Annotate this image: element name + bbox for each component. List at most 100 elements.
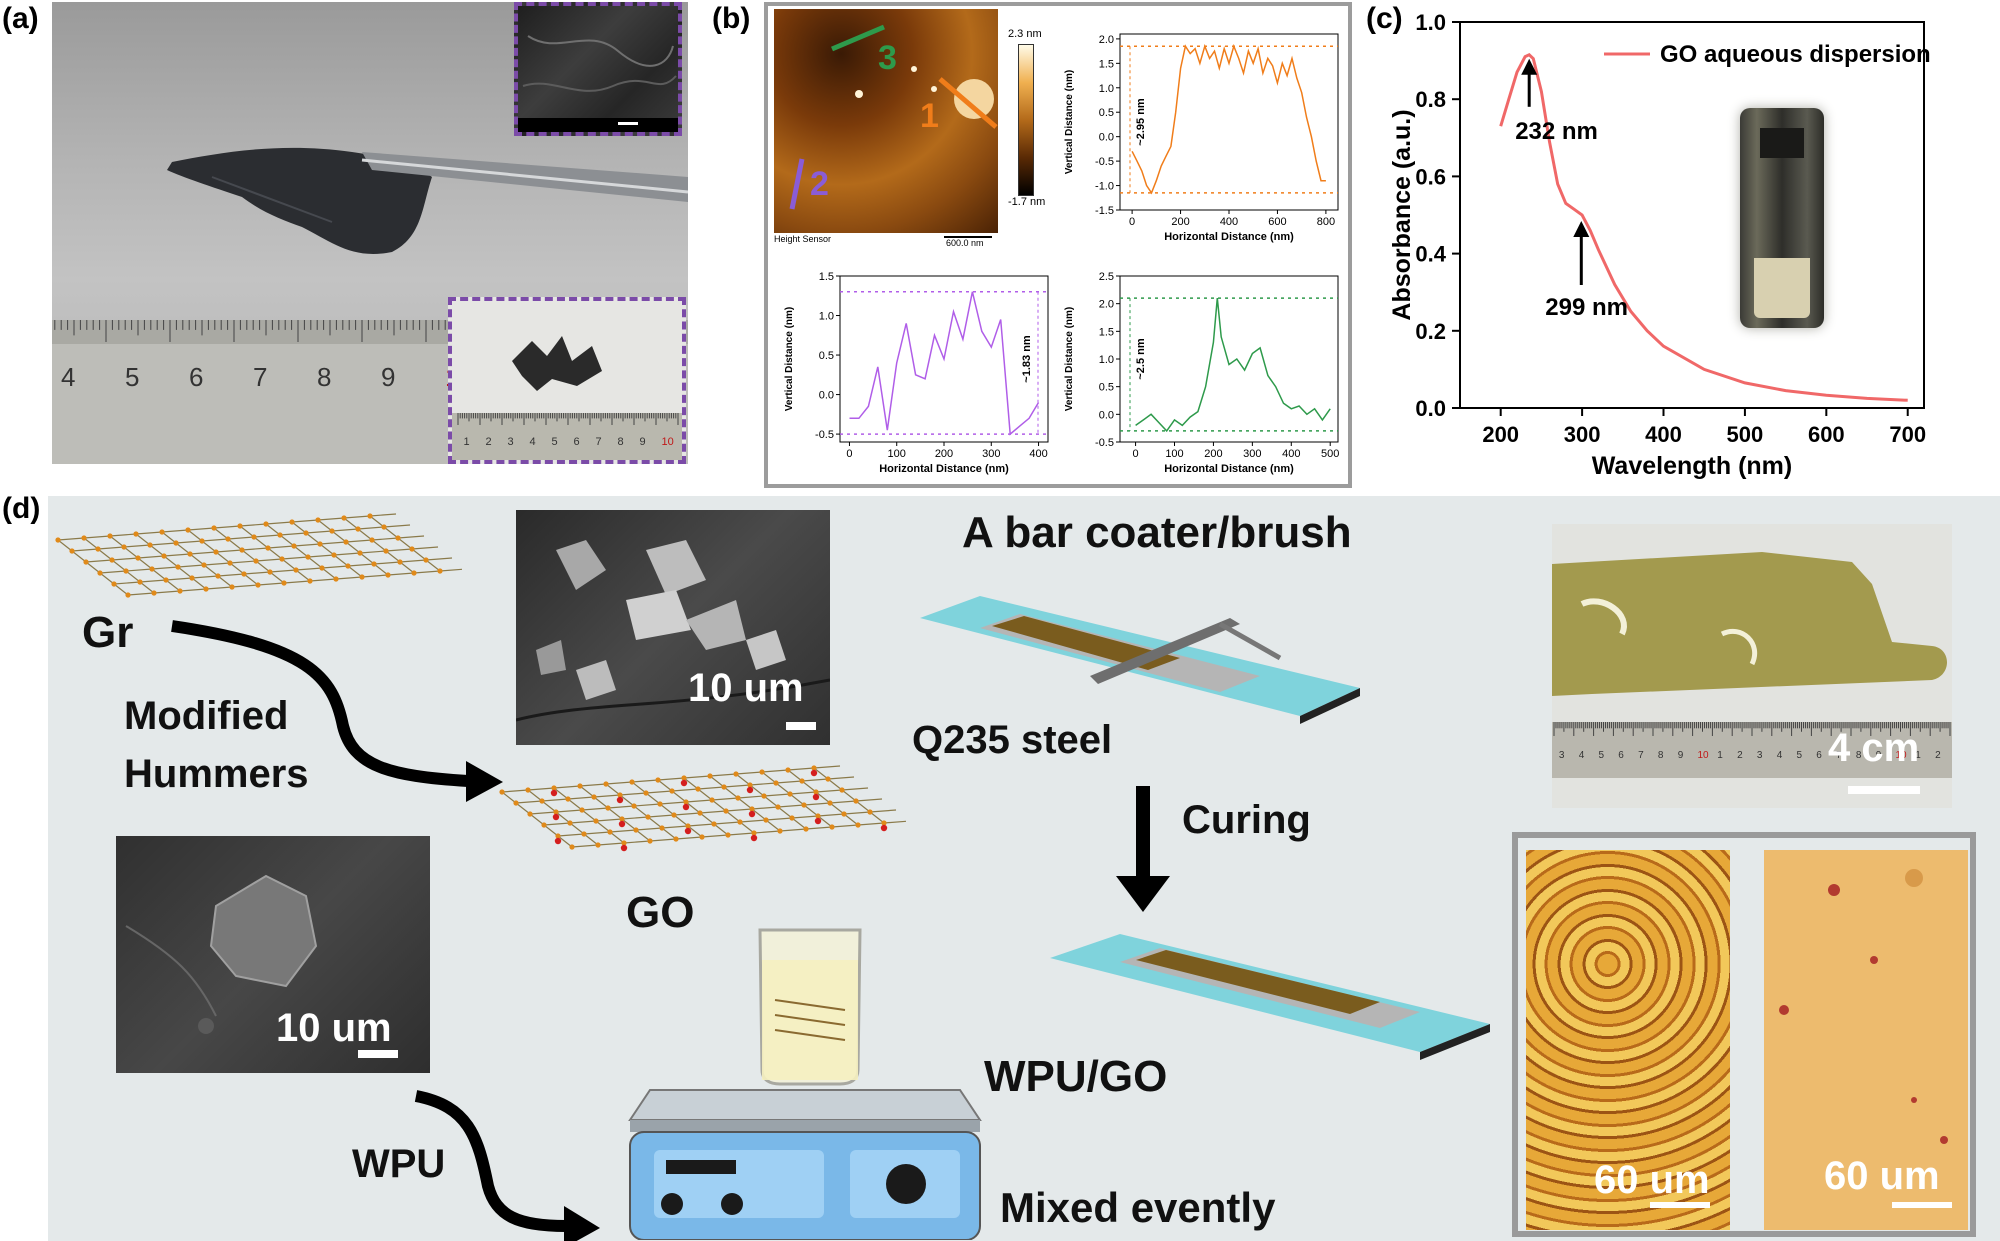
ruler-number: 10 [1697, 750, 1709, 761]
lattice-bond [283, 580, 311, 584]
lattice-bond [189, 551, 217, 555]
lattice-bond [385, 550, 401, 563]
carbon-atom [367, 513, 373, 519]
profile-xtick-label: 300 [1243, 448, 1261, 460]
lattice-bond [855, 800, 871, 813]
bar-coater-illustration [920, 596, 1360, 724]
carbon-atom [671, 812, 677, 818]
ruler-number: 5 [1598, 750, 1605, 761]
profile-ytick-label: 0.0 [1099, 132, 1114, 144]
carbon-atom [631, 803, 637, 809]
profile-xtick-label: 100 [888, 448, 906, 460]
carbon-atom [303, 530, 309, 536]
carbon-atom [175, 564, 181, 570]
lattice-bond [569, 822, 585, 835]
lattice-bond [619, 792, 647, 796]
ruler-number: 7 [1836, 750, 1842, 761]
lattice-bond [373, 561, 401, 565]
carbon-atom [293, 567, 299, 573]
carbon-atom [709, 797, 715, 803]
lattice-bond [527, 787, 555, 791]
carbon-atom [513, 800, 519, 806]
profile-xtick-label: 0 [1133, 448, 1139, 460]
ruler-number: 3 [507, 436, 514, 448]
carbon-atom [107, 533, 113, 539]
carbon-atom [263, 521, 269, 527]
afm-label-2: 2 [810, 165, 829, 203]
lattice-bond [267, 547, 283, 560]
lattice-bond [213, 527, 229, 540]
afm-scalebar [944, 236, 992, 238]
panel-a-photo: 4 5 6 7 8 9 10 1 2 3 1 2 3 4 5 6 7 8 9 10 [52, 2, 688, 464]
lattice-bond [385, 548, 413, 552]
profile-xlabel: Horizontal Distance (nm) [879, 463, 1009, 475]
panel-d-label: (d) [2, 492, 41, 525]
carbon-atom [673, 836, 679, 842]
carbon-atom [711, 821, 717, 827]
lattice-bond [779, 828, 807, 832]
bar-coater-label: A bar coater/brush [962, 508, 1352, 557]
micro-left-scalebar [1650, 1202, 1710, 1208]
carbon-atom [801, 802, 807, 808]
lattice-bond [201, 538, 229, 542]
profile-xlabel: Horizontal Distance (nm) [1164, 231, 1294, 243]
lattice-bond [151, 566, 179, 570]
lattice-bond [635, 827, 663, 831]
carbon-atom [655, 777, 661, 783]
lattice-bond [305, 530, 333, 534]
lattice-bond [607, 807, 623, 820]
carbon-atom [315, 517, 321, 523]
carbon-atom [775, 804, 781, 810]
carbon-atom [83, 559, 89, 565]
lattice-bond [569, 820, 597, 824]
carbon-atom [707, 773, 713, 779]
lattice-bond [581, 807, 609, 811]
lattice-bond [787, 767, 815, 771]
carbon-atom [225, 536, 231, 542]
lattice-bond [399, 559, 427, 563]
lattice-bond [57, 539, 73, 552]
lattice-bond [593, 796, 609, 809]
lattice-bond [827, 776, 855, 780]
lattice-bond [137, 557, 153, 570]
curing-label: Curing [1182, 798, 1311, 842]
lattice-bond [609, 831, 625, 844]
lattice-bond [309, 578, 337, 582]
uv-ytick-label: 1.0 [1415, 10, 1446, 35]
lattice-bond [789, 791, 817, 795]
inset-ruler-numbers: 1 2 3 4 5 6 7 8 9 10 [452, 436, 682, 456]
lattice-bond [699, 810, 727, 814]
lattice-bond [257, 582, 285, 586]
carbon-atom [147, 542, 153, 548]
lattice-bond [765, 817, 793, 821]
ruler-number: 5 [551, 436, 558, 448]
ruler-number: 9 [1677, 750, 1684, 761]
profile-frame [1119, 33, 1339, 211]
carbon-atom [255, 582, 261, 588]
lattice-bond [765, 819, 781, 832]
lattice-bond [619, 794, 635, 807]
carbon-atom [593, 818, 599, 824]
oxygen-atom [680, 779, 688, 787]
lattice-bond [241, 549, 257, 562]
lattice-bond [815, 791, 831, 804]
cuvette-photo [1740, 108, 1824, 328]
lattice-bond [869, 811, 885, 824]
lattice-bond [229, 562, 245, 575]
carbon-atom [695, 786, 701, 792]
profile-ytick-label: 0.5 [1099, 107, 1114, 119]
afm-colorbar [1018, 44, 1034, 196]
lattice-bond [213, 525, 241, 529]
panel-b-frame: 1 2 3 Height Sensor 600.0 nm 2.3 nm -1.7… [764, 2, 1352, 488]
lattice-bond [205, 586, 233, 590]
lattice-bond [71, 550, 87, 563]
profile-xtick-label: 500 [1321, 448, 1339, 460]
carbon-atom [725, 832, 731, 838]
lattice-bond [737, 795, 765, 799]
lattice-bond [673, 812, 701, 816]
oxygen-atom [552, 813, 560, 821]
lattice-bond [763, 795, 779, 808]
ruler-number: 8 [617, 436, 624, 448]
lattice-bond [281, 558, 297, 571]
mixed-label: Mixed evently [1000, 1184, 1276, 1231]
